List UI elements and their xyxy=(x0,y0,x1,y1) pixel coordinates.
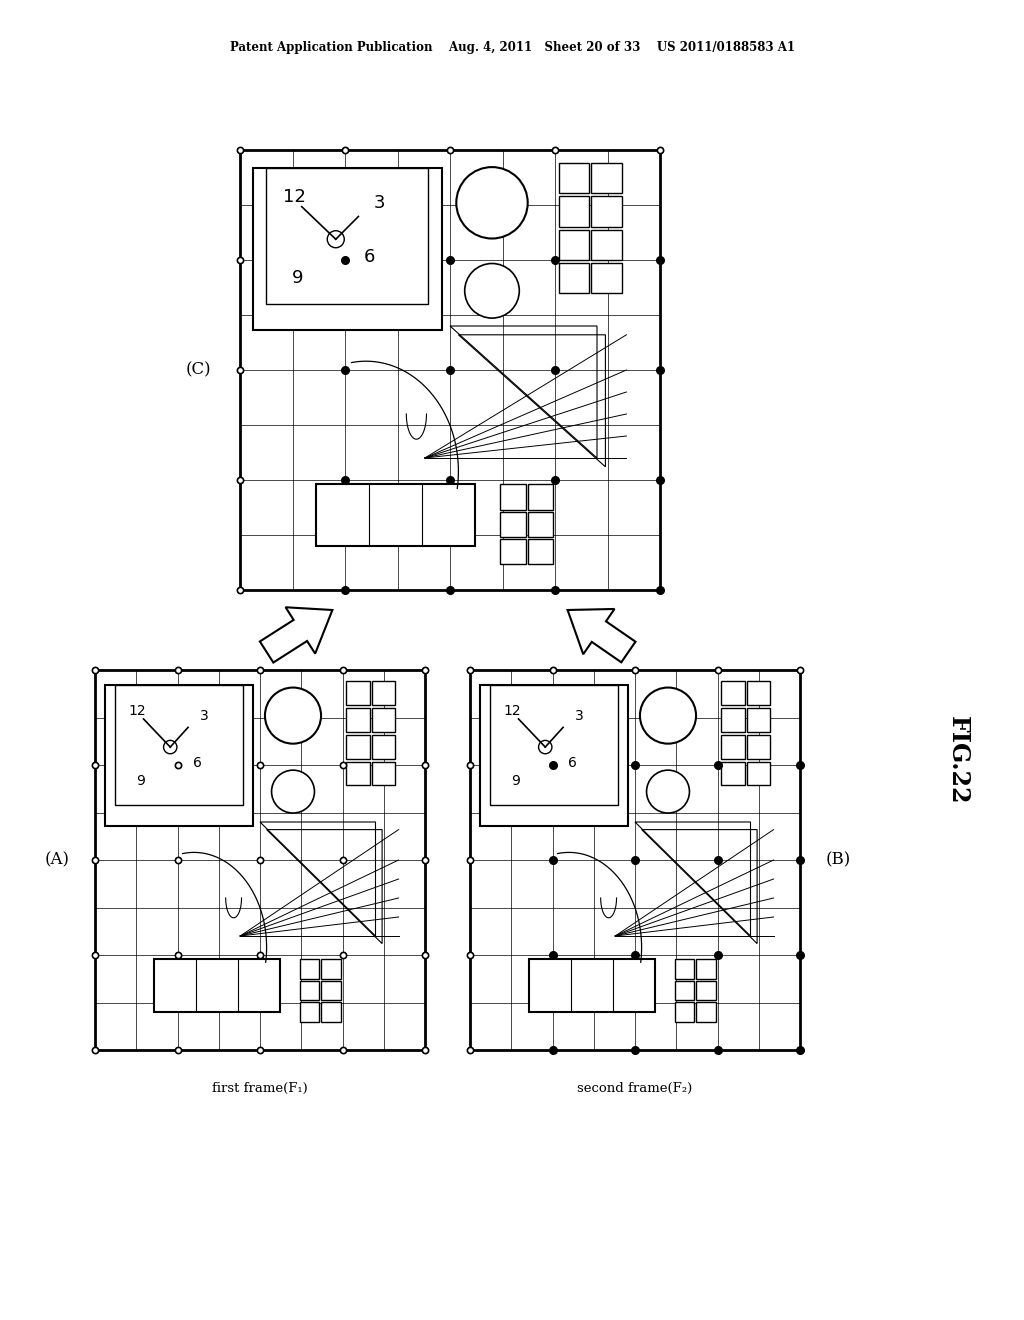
Text: (C): (C) xyxy=(185,362,211,379)
Bar xyxy=(315,484,475,546)
Bar xyxy=(696,958,716,978)
Bar xyxy=(300,958,319,978)
Bar xyxy=(746,708,770,731)
Bar xyxy=(501,539,525,564)
Bar xyxy=(559,164,590,194)
Text: 12: 12 xyxy=(283,187,305,206)
Bar xyxy=(372,681,395,705)
Bar xyxy=(300,981,319,1001)
Bar xyxy=(322,958,341,978)
Bar xyxy=(721,762,744,785)
Bar xyxy=(529,958,654,1012)
Bar xyxy=(527,484,553,510)
Text: (A): (A) xyxy=(44,851,70,869)
Text: 6: 6 xyxy=(193,755,202,770)
Bar xyxy=(721,708,744,731)
Text: 6: 6 xyxy=(567,755,577,770)
Bar xyxy=(696,981,716,1001)
Bar xyxy=(372,735,395,759)
Circle shape xyxy=(640,688,696,743)
Bar xyxy=(746,681,770,705)
Bar xyxy=(372,708,395,731)
Bar xyxy=(721,681,744,705)
Bar xyxy=(346,762,370,785)
Text: 12: 12 xyxy=(129,704,146,718)
Bar xyxy=(300,1002,319,1022)
Text: 9: 9 xyxy=(136,774,145,788)
Text: 3: 3 xyxy=(200,709,209,723)
Bar xyxy=(266,168,428,304)
Bar xyxy=(240,150,660,590)
Bar xyxy=(721,735,744,759)
Circle shape xyxy=(164,741,177,754)
Bar xyxy=(675,958,694,978)
Bar xyxy=(501,512,525,537)
Circle shape xyxy=(271,770,314,813)
Circle shape xyxy=(265,688,322,743)
Circle shape xyxy=(646,770,689,813)
Text: 9: 9 xyxy=(511,774,520,788)
Bar xyxy=(746,762,770,785)
Text: FIG.22: FIG.22 xyxy=(946,715,970,804)
Bar xyxy=(346,708,370,731)
Text: first frame(F₁): first frame(F₁) xyxy=(212,1081,308,1094)
Bar xyxy=(155,958,280,1012)
Circle shape xyxy=(457,168,527,239)
Bar xyxy=(527,512,553,537)
Bar xyxy=(470,671,800,1049)
Bar xyxy=(559,197,590,227)
Bar xyxy=(346,735,370,759)
Bar xyxy=(592,230,622,260)
Bar xyxy=(675,981,694,1001)
Bar xyxy=(527,539,553,564)
Bar xyxy=(592,197,622,227)
Bar xyxy=(696,1002,716,1022)
Bar xyxy=(95,671,425,1049)
Text: (B): (B) xyxy=(825,851,851,869)
Text: Patent Application Publication    Aug. 4, 2011   Sheet 20 of 33    US 2011/01885: Patent Application Publication Aug. 4, 2… xyxy=(229,41,795,54)
Bar xyxy=(116,685,243,805)
Bar xyxy=(675,1002,694,1022)
Bar xyxy=(346,681,370,705)
Bar xyxy=(592,164,622,194)
Text: 3: 3 xyxy=(374,194,385,213)
Bar xyxy=(490,685,618,805)
Bar xyxy=(104,685,253,826)
Bar xyxy=(746,735,770,759)
Circle shape xyxy=(539,741,552,754)
Bar xyxy=(592,263,622,293)
Bar xyxy=(322,1002,341,1022)
Bar xyxy=(372,762,395,785)
Text: 6: 6 xyxy=(365,248,376,267)
Bar xyxy=(253,168,441,330)
Bar xyxy=(559,230,590,260)
Bar xyxy=(480,685,629,826)
FancyArrow shape xyxy=(567,609,636,663)
Text: 9: 9 xyxy=(292,269,304,288)
Circle shape xyxy=(465,264,519,318)
Bar xyxy=(501,484,525,510)
FancyArrow shape xyxy=(260,607,333,663)
Text: 3: 3 xyxy=(575,709,584,723)
Text: 12: 12 xyxy=(504,704,521,718)
Bar xyxy=(322,981,341,1001)
Circle shape xyxy=(328,231,344,248)
Bar xyxy=(559,263,590,293)
Text: second frame(F₂): second frame(F₂) xyxy=(578,1081,692,1094)
